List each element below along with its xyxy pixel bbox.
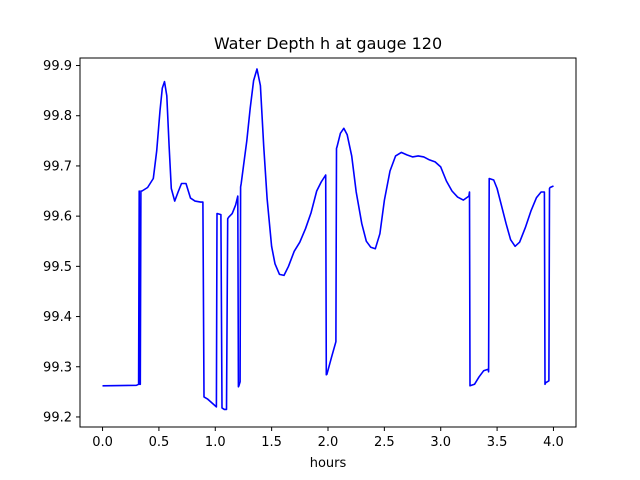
x-tick-label: 1.5 xyxy=(261,435,282,450)
x-tick-label: 0.0 xyxy=(92,435,113,450)
y-tick-label: 99.2 xyxy=(43,410,72,425)
x-tick-label: 3.5 xyxy=(487,435,508,450)
y-tick-label: 99.6 xyxy=(43,210,72,225)
y-tick-label: 99.4 xyxy=(43,310,72,325)
y-tick-label: 99.8 xyxy=(43,109,72,124)
chart-title: Water Depth h at gauge 120 xyxy=(214,34,442,53)
x-axis: 0.0 0.5 1.0 1.5 2.0 2.5 3.0 3.5 4.0 xyxy=(92,427,564,450)
y-axis: 99.2 99.3 99.4 99.5 99.6 99.7 99.8 99.9 xyxy=(43,59,80,425)
y-tick-label: 99.9 xyxy=(43,59,72,74)
x-tick-label: 3.0 xyxy=(430,435,451,450)
x-tick-label: 2.5 xyxy=(374,435,395,450)
y-tick-label: 99.3 xyxy=(43,360,72,375)
series-layer xyxy=(102,68,554,411)
x-tick-label: 1.0 xyxy=(205,435,226,450)
y-tick-label: 99.7 xyxy=(43,159,72,174)
x-tick-label: 0.5 xyxy=(149,435,170,450)
series-line xyxy=(102,68,554,411)
y-tick-label: 99.5 xyxy=(43,260,72,275)
x-axis-label: hours xyxy=(310,456,347,471)
x-tick-label: 2.0 xyxy=(318,435,339,450)
x-tick-label: 4.0 xyxy=(543,435,564,450)
